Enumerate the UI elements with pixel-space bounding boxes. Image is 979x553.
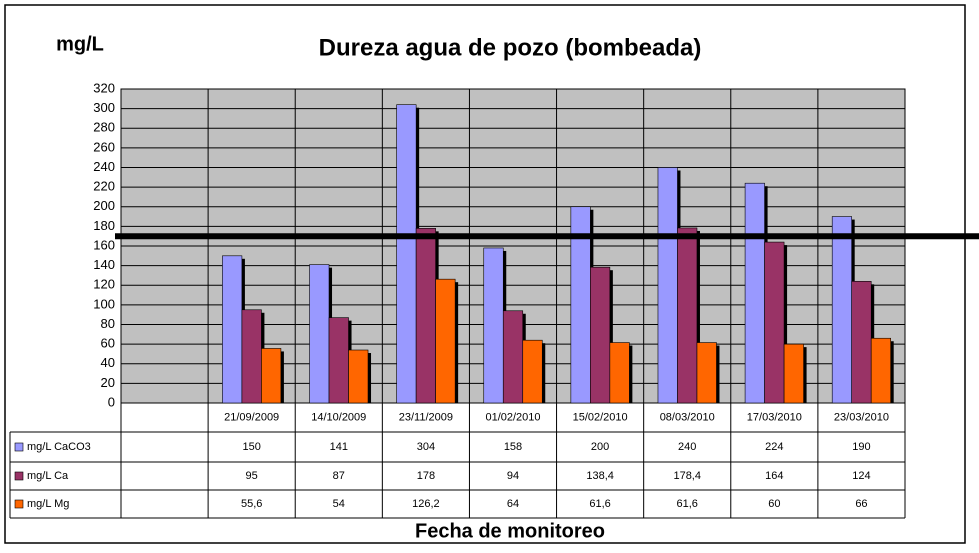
y-tick-label: 120: [93, 277, 115, 292]
data-table-value: 158: [504, 441, 522, 453]
y-axis-title: mg/L: [56, 33, 104, 55]
data-table-value: 178,4: [673, 470, 701, 482]
y-tick-label: 260: [93, 139, 115, 154]
x-tick-label: 21/09/2009: [224, 411, 279, 423]
bar: [241, 309, 262, 404]
data-table-value: 94: [507, 470, 519, 482]
data-table-value: 150: [242, 441, 260, 453]
data-table-value: 178: [417, 470, 435, 482]
y-tick-label: 100: [93, 296, 115, 311]
bar: [677, 227, 698, 404]
bar: [348, 349, 369, 404]
bar: [483, 247, 504, 404]
bar: [657, 167, 678, 404]
data-table-value: 190: [852, 441, 870, 453]
bar: [696, 342, 717, 404]
y-tick-label: 200: [93, 198, 115, 213]
data-table-value: 60: [768, 498, 780, 510]
x-tick-label: 17/03/2010: [747, 411, 802, 423]
data-table-value: 54: [333, 498, 345, 510]
data-table-value: 224: [765, 441, 783, 453]
bar: [435, 278, 456, 404]
legend-label: mg/L Ca: [27, 470, 69, 482]
data-table-value: 126,2: [412, 498, 440, 510]
x-tick-label: 01/02/2010: [485, 411, 540, 423]
data-table-value: 95: [246, 470, 258, 482]
bar: [261, 348, 282, 404]
legend-swatch: [14, 442, 24, 452]
y-tick-label: 140: [93, 257, 115, 272]
data-table-value: 304: [417, 441, 435, 453]
y-tick-label: 0: [108, 394, 115, 409]
bar: [831, 216, 852, 404]
x-tick-label: 23/11/2009: [399, 411, 453, 423]
legend-label: mg/L Mg: [27, 498, 69, 510]
bar: [851, 281, 872, 404]
data-table-value: 61,6: [677, 498, 698, 510]
y-tick-label: 220: [93, 179, 115, 194]
y-tick-label: 320: [93, 80, 115, 95]
bar: [870, 337, 891, 404]
y-tick-label: 60: [101, 336, 115, 351]
legend-label: mg/L CaCO3: [27, 441, 91, 453]
bar: [744, 182, 765, 404]
x-tick-label: 23/03/2010: [834, 411, 889, 423]
data-table-value: 141: [330, 441, 348, 453]
y-tick-label: 240: [93, 159, 115, 174]
data-table-value: 124: [852, 470, 870, 482]
x-tick-label: 15/02/2010: [573, 411, 628, 423]
legend-swatch: [14, 499, 24, 509]
bar: [222, 255, 243, 404]
bar: [764, 241, 785, 404]
x-tick-label: 14/10/2009: [311, 411, 366, 423]
legend-swatch: [14, 471, 24, 481]
data-table-value: 138,4: [586, 470, 614, 482]
bar: [396, 104, 417, 404]
y-tick-label: 80: [101, 316, 115, 331]
x-axis-title: Fecha de monitoreo: [415, 520, 605, 542]
bar: [328, 317, 349, 404]
y-tick-label: 40: [101, 355, 115, 370]
data-table-value: 200: [591, 441, 609, 453]
x-tick-label: 08/03/2010: [660, 411, 715, 423]
y-tick-label: 300: [93, 100, 115, 115]
data-table-value: 164: [765, 470, 783, 482]
data-table-value: 66: [855, 498, 867, 510]
bar: [783, 343, 804, 404]
bar: [502, 310, 524, 404]
data-table-value: 55,6: [241, 498, 262, 510]
y-tick-label: 20: [101, 375, 115, 390]
data-table-value: 87: [333, 470, 345, 482]
bar: [309, 264, 330, 404]
bar: [609, 342, 630, 404]
y-tick-label: 280: [93, 120, 115, 135]
data-table-value: 64: [507, 498, 519, 510]
bar: [522, 339, 543, 404]
y-tick-label: 180: [93, 218, 115, 233]
chart-title: Dureza agua de pozo (bombeada): [319, 34, 702, 61]
bar: [590, 266, 611, 404]
y-tick-label: 160: [93, 237, 115, 252]
data-table-value: 240: [678, 441, 696, 453]
bar: [415, 228, 436, 404]
data-table-value: 61,6: [589, 498, 610, 510]
